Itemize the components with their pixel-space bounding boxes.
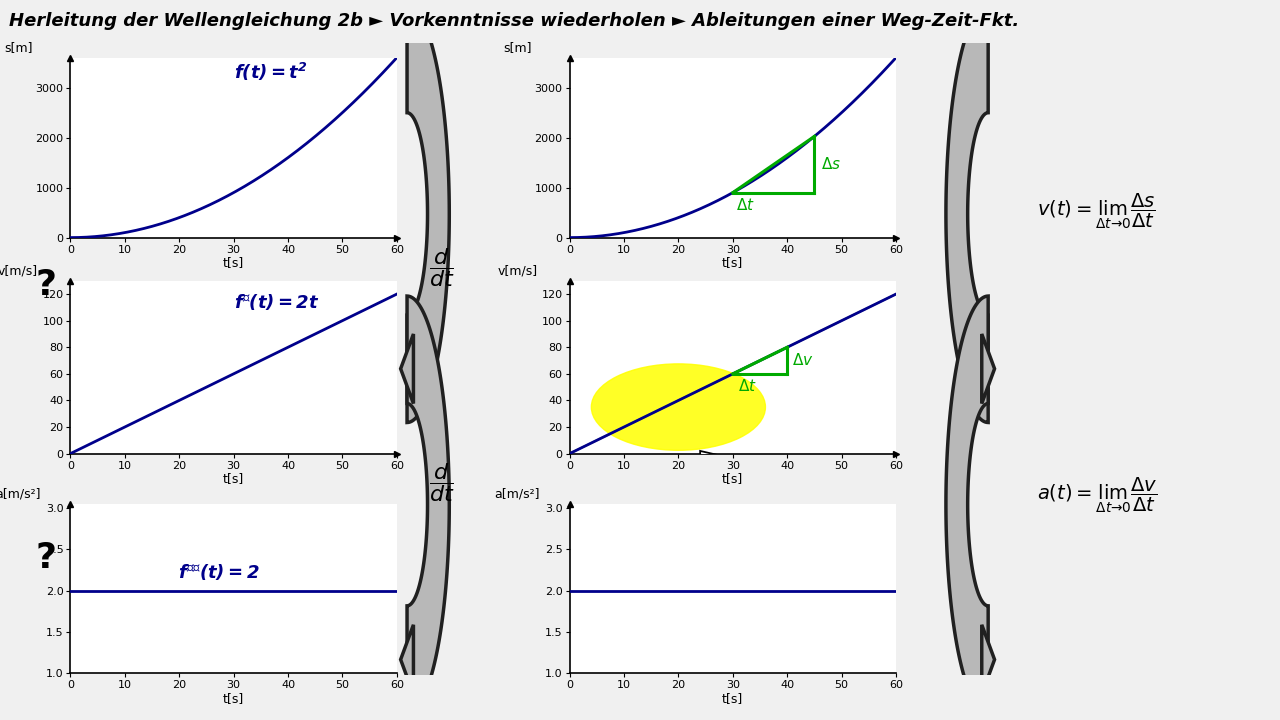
X-axis label: t[s]: t[s] — [722, 256, 744, 269]
Text: ?: ? — [36, 541, 56, 575]
Text: $\bfit{f(t)=t^2}$: $\bfit{f(t)=t^2}$ — [233, 61, 307, 84]
Polygon shape — [982, 334, 995, 403]
Y-axis label: s[m]: s[m] — [4, 41, 32, 54]
Ellipse shape — [591, 364, 765, 450]
Y-axis label: s[m]: s[m] — [503, 41, 531, 54]
Polygon shape — [401, 625, 413, 694]
Polygon shape — [982, 625, 995, 694]
Text: $v(t)=\lim_{\Delta t \to 0}\dfrac{\Delta s}{\Delta t}$: $v(t)=\lim_{\Delta t \to 0}\dfrac{\Delta… — [1037, 191, 1156, 230]
Y-axis label: a[m/s²]: a[m/s²] — [0, 487, 41, 500]
Y-axis label: v[m/s]: v[m/s] — [498, 264, 538, 277]
X-axis label: t[s]: t[s] — [223, 691, 244, 705]
Text: $\dfrac{d}{dt}$: $\dfrac{d}{dt}$ — [429, 461, 454, 504]
Polygon shape — [946, 296, 988, 714]
Text: $a(t)=\lim_{\Delta t \to 0}\dfrac{\Delta v}{\Delta t}$: $a(t)=\lim_{\Delta t \to 0}\dfrac{\Delta… — [1037, 475, 1157, 515]
Text: $\Delta t$: $\Delta t$ — [739, 378, 758, 394]
Text: ?: ? — [36, 269, 56, 302]
Text: $\bfit{f^{\prime\prime}(t)=2}$: $\bfit{f^{\prime\prime}(t)=2}$ — [178, 562, 260, 582]
Text: Herleitung der Wellengleichung 2b ► Vorkenntnisse wiederholen ► Ableitungen eine: Herleitung der Wellengleichung 2b ► Vork… — [9, 12, 1019, 30]
Polygon shape — [700, 451, 718, 458]
Polygon shape — [946, 5, 988, 423]
Text: $\dfrac{d}{dt}$: $\dfrac{d}{dt}$ — [429, 246, 454, 289]
Text: $\Delta t$: $\Delta t$ — [736, 197, 754, 213]
Text: $\bfit{f'(t)=2t}$: $\bfit{f'(t)=2t}$ — [233, 292, 319, 312]
X-axis label: t[s]: t[s] — [722, 472, 744, 485]
Y-axis label: a[m/s²]: a[m/s²] — [494, 487, 540, 500]
X-axis label: t[s]: t[s] — [223, 256, 244, 269]
Text: $\Delta v$: $\Delta v$ — [791, 351, 813, 367]
Polygon shape — [407, 296, 449, 714]
Polygon shape — [401, 334, 413, 403]
X-axis label: t[s]: t[s] — [722, 691, 744, 705]
X-axis label: t[s]: t[s] — [223, 472, 244, 485]
Y-axis label: v[m/s]: v[m/s] — [0, 264, 38, 277]
Polygon shape — [407, 5, 449, 423]
Text: $\Delta s$: $\Delta s$ — [820, 156, 841, 173]
